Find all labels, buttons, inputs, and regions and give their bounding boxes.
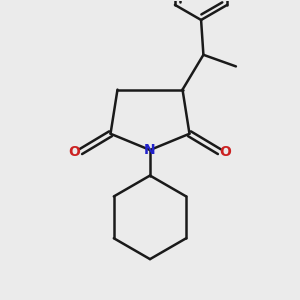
Text: O: O <box>69 145 81 159</box>
Text: N: N <box>144 143 156 157</box>
Text: O: O <box>219 145 231 159</box>
